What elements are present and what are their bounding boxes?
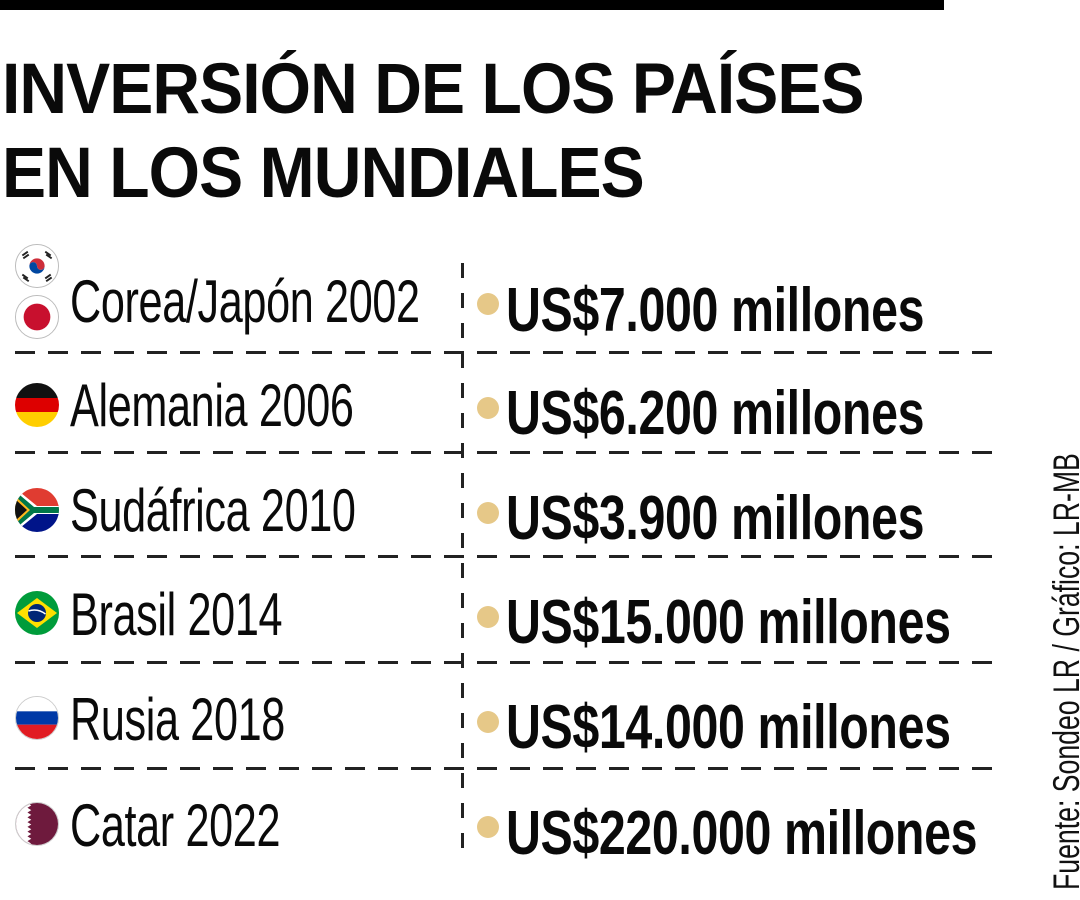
investment-value: US$3.900 millones	[506, 484, 925, 553]
investment-value: US$15.000 millones	[506, 588, 951, 657]
country-label: Sudáfrica 2010	[70, 477, 356, 544]
country-label: Corea/Japón 2002	[70, 268, 420, 335]
bullet-icon	[477, 606, 499, 628]
country-label: Catar 2022	[70, 792, 281, 859]
russia-flag-icon	[15, 696, 59, 740]
column-divider	[461, 263, 464, 863]
germany-flag-icon	[15, 383, 59, 427]
title-line-1: INVERSIÓN DE LOS PAÍSES	[2, 50, 865, 129]
bullet-icon	[477, 711, 499, 733]
south-africa-flag-icon	[15, 488, 59, 532]
bullet-icon	[477, 502, 499, 524]
source-credit: Fuente: Sondeo LR / Gráfico: LR-MB	[1046, 453, 1080, 890]
brazil-flag-icon	[15, 591, 59, 635]
qatar-flag-icon	[15, 802, 59, 846]
title-line-2: EN LOS MUNDIALES	[2, 134, 645, 213]
investment-value: US$6.200 millones	[506, 379, 925, 448]
row-divider	[15, 661, 1005, 664]
row-divider	[15, 451, 1005, 454]
country-label: Brasil 2014	[70, 581, 283, 648]
top-rule	[0, 0, 944, 10]
row-divider	[15, 555, 1005, 558]
country-label: Alemania 2006	[70, 372, 354, 439]
bullet-icon	[477, 293, 499, 315]
bullet-icon	[477, 816, 499, 838]
country-label: Rusia 2018	[70, 686, 285, 753]
investment-value: US$220.000 millones	[506, 799, 978, 868]
page-title: INVERSIÓN DE LOS PAÍSES EN LOS MUNDIALES	[2, 48, 865, 216]
investment-value: US$7.000 millones	[506, 276, 925, 345]
row-divider	[15, 351, 1005, 354]
south-korea-flag-icon	[15, 244, 59, 288]
investment-value: US$14.000 millones	[506, 693, 951, 762]
japan-flag-icon	[15, 295, 59, 339]
bullet-icon	[477, 397, 499, 419]
row-divider	[15, 767, 1005, 770]
